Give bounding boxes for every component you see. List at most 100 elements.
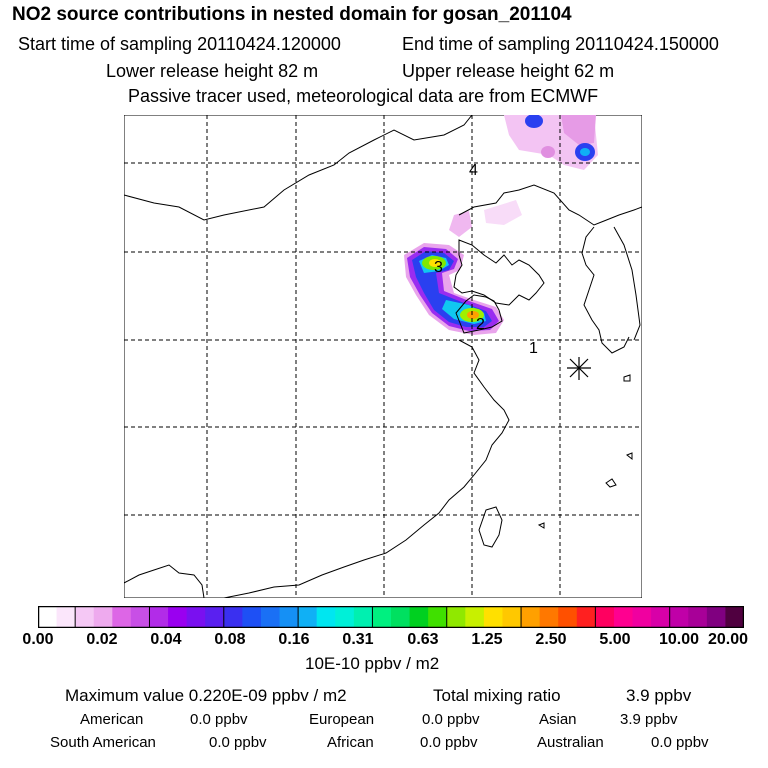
western-border — [124, 564, 205, 598]
colorbar-swatch — [316, 606, 336, 628]
colorbar-swatch — [651, 606, 671, 628]
trajectory-label-1: 1 — [529, 340, 538, 357]
colorbar-swatch — [93, 606, 113, 628]
region-value-australian: 0.0 ppbv — [651, 734, 709, 751]
colorbar-swatch — [725, 606, 744, 628]
region-name-african: African — [327, 734, 374, 751]
colorbar-swatch — [688, 606, 708, 628]
colorbar-swatch — [353, 606, 373, 628]
colorbar-tick-2: 0.04 — [150, 631, 182, 648]
colorbar-swatch — [521, 606, 541, 628]
colorbar-tick-6: 0.63 — [407, 631, 439, 648]
start-time: Start time of sampling 20110424.120000 — [18, 34, 341, 54]
colorbar-swatch — [446, 606, 466, 628]
lower-release-height: Lower release height 82 m — [106, 61, 319, 81]
colorbar-swatch — [706, 606, 726, 628]
shandong-coast — [455, 294, 503, 334]
colorbar-swatch — [56, 606, 76, 628]
colorbar-swatch — [595, 606, 615, 628]
colorbar-swatch — [576, 606, 596, 628]
colorbar-tick-7: 1.25 — [471, 631, 503, 648]
concentration-plume — [404, 115, 598, 335]
region-value-american: 0.0 ppbv — [190, 711, 248, 728]
coastlines — [124, 115, 642, 598]
korea-west-coast — [581, 226, 630, 354]
border-ne — [458, 184, 642, 226]
plume-bohai-faint — [449, 211, 472, 237]
colorbar-swatch — [428, 606, 448, 628]
trajectory-label-4: 4 — [469, 162, 478, 179]
colorbar-swatch — [335, 606, 355, 628]
colorbar-swatch — [279, 606, 299, 628]
colorbar-swatch — [465, 606, 485, 628]
northern-border — [124, 115, 473, 221]
island-4 — [537, 522, 545, 529]
colorbar-swatch — [149, 606, 169, 628]
colorbar-swatch — [483, 606, 503, 628]
plume-ne-cyan — [580, 148, 590, 156]
colorbar-tick-0: 0.00 — [22, 631, 54, 648]
colorbar-swatch — [242, 606, 262, 628]
end-time: End time of sampling 20110424.150000 — [402, 34, 719, 54]
plume-n-faint — [484, 200, 522, 225]
colorbar-frame — [38, 606, 744, 628]
lat-lon-grid — [124, 115, 642, 598]
maximum-value: Maximum value 0.220E-09 ppbv / m2 — [65, 686, 347, 705]
upper-release-height: Upper release height 62 m — [402, 61, 615, 81]
colorbar-swatch — [168, 606, 188, 628]
region-value-african: 0.0 ppbv — [420, 734, 478, 751]
korea-east-coast — [613, 226, 641, 341]
island-2 — [626, 452, 633, 461]
colorbar — [38, 606, 744, 628]
receptor-asterisk-icon — [567, 357, 591, 380]
colorbar-tick-1: 0.02 — [86, 631, 118, 648]
taiwan — [478, 506, 503, 548]
plume-ne-pink — [561, 115, 596, 145]
plume-ne-spot — [541, 146, 555, 158]
region-value-south-american: 0.0 ppbv — [209, 734, 267, 751]
region-name-european: European — [309, 711, 375, 728]
region-value-asian: 3.9 ppbv — [620, 711, 678, 728]
colorbar-swatch — [223, 606, 243, 628]
map-panel: 1 2 3 4 — [124, 115, 642, 598]
colorbar-tick-9: 5.00 — [599, 631, 631, 648]
plume-hotspot-3-yellow — [429, 259, 441, 267]
bohai-coast — [453, 239, 545, 306]
total-mixing-label: Total mixing ratio — [433, 686, 561, 705]
colorbar-swatch — [613, 606, 634, 628]
plot-title: NO2 source contributions in nested domai… — [12, 4, 572, 25]
colorbar-swatch — [186, 606, 206, 628]
region-value-european: 0.0 ppbv — [422, 711, 480, 728]
region-name-asian: Asian — [539, 711, 577, 728]
colorbar-swatch — [502, 606, 522, 628]
colorbar-tick-3: 0.08 — [214, 631, 246, 648]
colorbar-swatch — [632, 606, 652, 628]
region-name-australian: Australian — [537, 734, 604, 751]
colorbar-swatch — [391, 606, 411, 628]
trajectory-label-2: 2 — [476, 316, 485, 333]
colorbar-swatch — [130, 606, 150, 628]
colorbar-swatch — [409, 606, 429, 628]
island-3 — [605, 478, 617, 488]
colorbar-swatch — [539, 606, 559, 628]
trajectory-label-3: 3 — [434, 259, 443, 276]
island-1 — [623, 374, 631, 382]
tracer-note: Passive tracer used, meteorological data… — [128, 86, 599, 106]
region-name-american: American — [80, 711, 144, 728]
colorbar-swatch — [112, 606, 132, 628]
colorbar-swatch — [38, 606, 58, 628]
colorbar-tick-11: 20.00 — [707, 631, 749, 648]
colorbar-swatch — [372, 606, 392, 628]
colorbar-swatch — [260, 606, 281, 628]
colorbar-unit: 10E-10 ppbv / m2 — [305, 654, 440, 673]
east-china-coast — [223, 339, 510, 598]
colorbar-tick-5: 0.31 — [342, 631, 374, 648]
map-background — [124, 115, 642, 598]
plume-hotspot-2-orange — [467, 311, 479, 319]
colorbar-swatch — [75, 606, 95, 628]
colorbar-swatch — [205, 606, 225, 628]
region-name-south-american: South American — [50, 734, 156, 751]
total-mixing-value: 3.9 ppbv — [626, 686, 692, 705]
colorbar-swatch — [558, 606, 578, 628]
colorbar-swatch — [298, 606, 318, 628]
